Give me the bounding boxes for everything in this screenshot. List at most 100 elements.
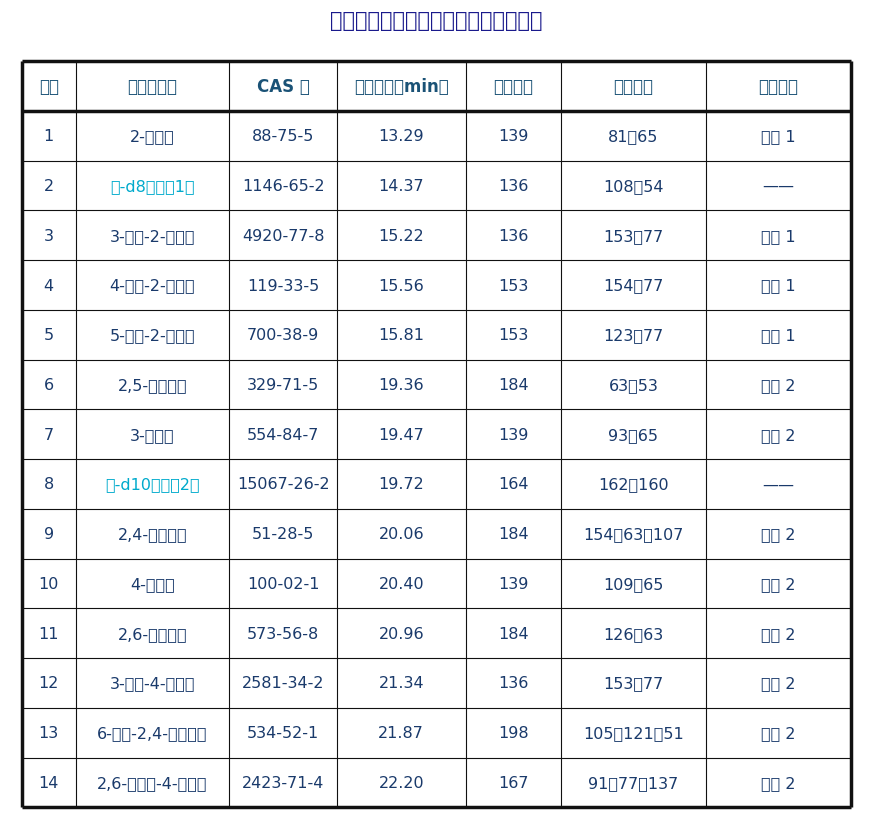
Text: 63，53: 63，53 <box>608 378 658 392</box>
Text: 11: 11 <box>38 626 59 641</box>
Text: 2: 2 <box>44 179 54 194</box>
Text: 2,6-二硝基酚: 2,6-二硝基酚 <box>118 626 188 641</box>
Text: 700-38-9: 700-38-9 <box>247 328 320 343</box>
Text: CAS 号: CAS 号 <box>257 78 310 96</box>
Text: 萘-d8（内标1）: 萘-d8（内标1） <box>110 179 195 194</box>
Text: 内标 1: 内标 1 <box>761 229 796 243</box>
Text: 4-甲基-2-硝基酚: 4-甲基-2-硝基酚 <box>110 278 196 293</box>
Text: 1: 1 <box>44 129 54 144</box>
Text: 12: 12 <box>38 676 59 691</box>
Text: 20.96: 20.96 <box>378 626 424 641</box>
Text: 内标 1: 内标 1 <box>761 328 796 343</box>
Text: 4920-77-8: 4920-77-8 <box>242 229 325 243</box>
Text: 5: 5 <box>44 328 54 343</box>
Text: 内标 2: 内标 2 <box>761 626 796 641</box>
Text: 9: 9 <box>44 527 54 542</box>
Text: 2,4-二硝基酚: 2,4-二硝基酚 <box>118 527 188 542</box>
Text: 15.22: 15.22 <box>378 229 424 243</box>
Text: 5-甲基-2-硝基酚: 5-甲基-2-硝基酚 <box>110 328 196 343</box>
Text: 4: 4 <box>44 278 54 293</box>
Text: 内标 2: 内标 2 <box>761 427 796 442</box>
Text: 保留时间（min）: 保留时间（min） <box>354 78 449 96</box>
Text: 88-75-5: 88-75-5 <box>252 129 314 144</box>
Text: 6: 6 <box>44 378 54 392</box>
Text: 3-甲基-2-硝基酚: 3-甲基-2-硝基酚 <box>110 229 196 243</box>
Text: 167: 167 <box>498 775 528 790</box>
Text: 6-甲基-2,4-二硝基酚: 6-甲基-2,4-二硝基酚 <box>97 725 208 740</box>
Text: 8: 8 <box>44 477 54 492</box>
Text: ——: —— <box>763 477 794 492</box>
Text: 1146-65-2: 1146-65-2 <box>242 179 325 194</box>
Text: 20.40: 20.40 <box>378 576 424 591</box>
Text: 19.72: 19.72 <box>378 477 424 492</box>
Text: 139: 139 <box>498 129 528 144</box>
Text: 91，77，137: 91，77，137 <box>588 775 678 790</box>
Text: 534-52-1: 534-52-1 <box>247 725 320 740</box>
Text: 内标 2: 内标 2 <box>761 775 796 790</box>
Text: 119-33-5: 119-33-5 <box>247 278 320 293</box>
Text: 3-硝基酚: 3-硝基酚 <box>130 427 175 442</box>
Text: 109，65: 109，65 <box>603 576 663 591</box>
Text: 对应内标: 对应内标 <box>759 78 799 96</box>
Text: 81，65: 81，65 <box>608 129 658 144</box>
Text: 126，63: 126，63 <box>603 626 663 641</box>
Text: 菲-d10（内标2）: 菲-d10（内标2） <box>105 477 200 492</box>
Text: 139: 139 <box>498 576 528 591</box>
Text: 内标 2: 内标 2 <box>761 725 796 740</box>
Text: 554-84-7: 554-84-7 <box>247 427 320 442</box>
Text: 2581-34-2: 2581-34-2 <box>242 676 325 691</box>
Text: 内标 1: 内标 1 <box>761 129 796 144</box>
Text: 136: 136 <box>498 229 528 243</box>
Text: 定性离子: 定性离子 <box>614 78 654 96</box>
Text: 164: 164 <box>498 477 528 492</box>
Text: 14.37: 14.37 <box>378 179 424 194</box>
Text: 13.29: 13.29 <box>378 129 424 144</box>
Text: 184: 184 <box>498 527 528 542</box>
Text: 内标 2: 内标 2 <box>761 527 796 542</box>
Text: 内标 1: 内标 1 <box>761 278 796 293</box>
Text: 136: 136 <box>498 179 528 194</box>
Text: 序号: 序号 <box>38 78 58 96</box>
Text: 2423-71-4: 2423-71-4 <box>242 775 324 790</box>
Text: 153，77: 153，77 <box>603 676 663 691</box>
Text: 4-硝基酚: 4-硝基酚 <box>130 576 175 591</box>
Text: 10: 10 <box>38 576 59 591</box>
Text: 19.47: 19.47 <box>378 427 424 442</box>
Text: 3-甲基-4-硝基酚: 3-甲基-4-硝基酚 <box>110 676 196 691</box>
Text: 2,5-二硝基酚: 2,5-二硝基酚 <box>118 378 188 392</box>
Text: ——: —— <box>763 179 794 194</box>
Text: 153，77: 153，77 <box>603 229 663 243</box>
Text: 15.56: 15.56 <box>378 278 424 293</box>
Text: 内标 2: 内标 2 <box>761 576 796 591</box>
Text: 21.87: 21.87 <box>378 725 424 740</box>
Text: 3: 3 <box>44 229 54 243</box>
Text: 目标化合物名称、保留时间及定量离子: 目标化合物名称、保留时间及定量离子 <box>330 11 543 31</box>
Text: 21.34: 21.34 <box>378 676 424 691</box>
Text: 化合物名称: 化合物名称 <box>127 78 177 96</box>
Text: 198: 198 <box>498 725 528 740</box>
Text: 153: 153 <box>498 278 528 293</box>
Text: 184: 184 <box>498 626 528 641</box>
Text: 内标 2: 内标 2 <box>761 378 796 392</box>
Text: 15.81: 15.81 <box>378 328 424 343</box>
Text: 定量离子: 定量离子 <box>493 78 533 96</box>
Text: 14: 14 <box>38 775 59 790</box>
Text: 139: 139 <box>498 427 528 442</box>
Text: 123，77: 123，77 <box>603 328 663 343</box>
Text: 2-硝基酚: 2-硝基酚 <box>130 129 175 144</box>
Text: 13: 13 <box>38 725 58 740</box>
Text: 15067-26-2: 15067-26-2 <box>237 477 329 492</box>
Text: 573-56-8: 573-56-8 <box>247 626 320 641</box>
Text: 51-28-5: 51-28-5 <box>252 527 314 542</box>
Text: 184: 184 <box>498 378 528 392</box>
Text: 108，54: 108，54 <box>603 179 663 194</box>
Text: 154，77: 154，77 <box>603 278 663 293</box>
Text: 内标 2: 内标 2 <box>761 676 796 691</box>
Text: 7: 7 <box>44 427 54 442</box>
Text: 100-02-1: 100-02-1 <box>247 576 320 591</box>
Text: 2,6-二甲基-4-硝基酚: 2,6-二甲基-4-硝基酚 <box>97 775 208 790</box>
Text: 162，160: 162，160 <box>598 477 669 492</box>
Text: 93，65: 93，65 <box>608 427 658 442</box>
Text: 154，63，107: 154，63，107 <box>583 527 684 542</box>
Text: 105，121，51: 105，121，51 <box>583 725 684 740</box>
